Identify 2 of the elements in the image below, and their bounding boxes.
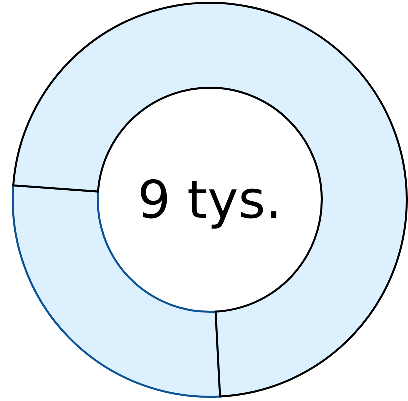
text: 9 tys. xyxy=(138,171,282,232)
donut-slice xyxy=(12,2,408,398)
